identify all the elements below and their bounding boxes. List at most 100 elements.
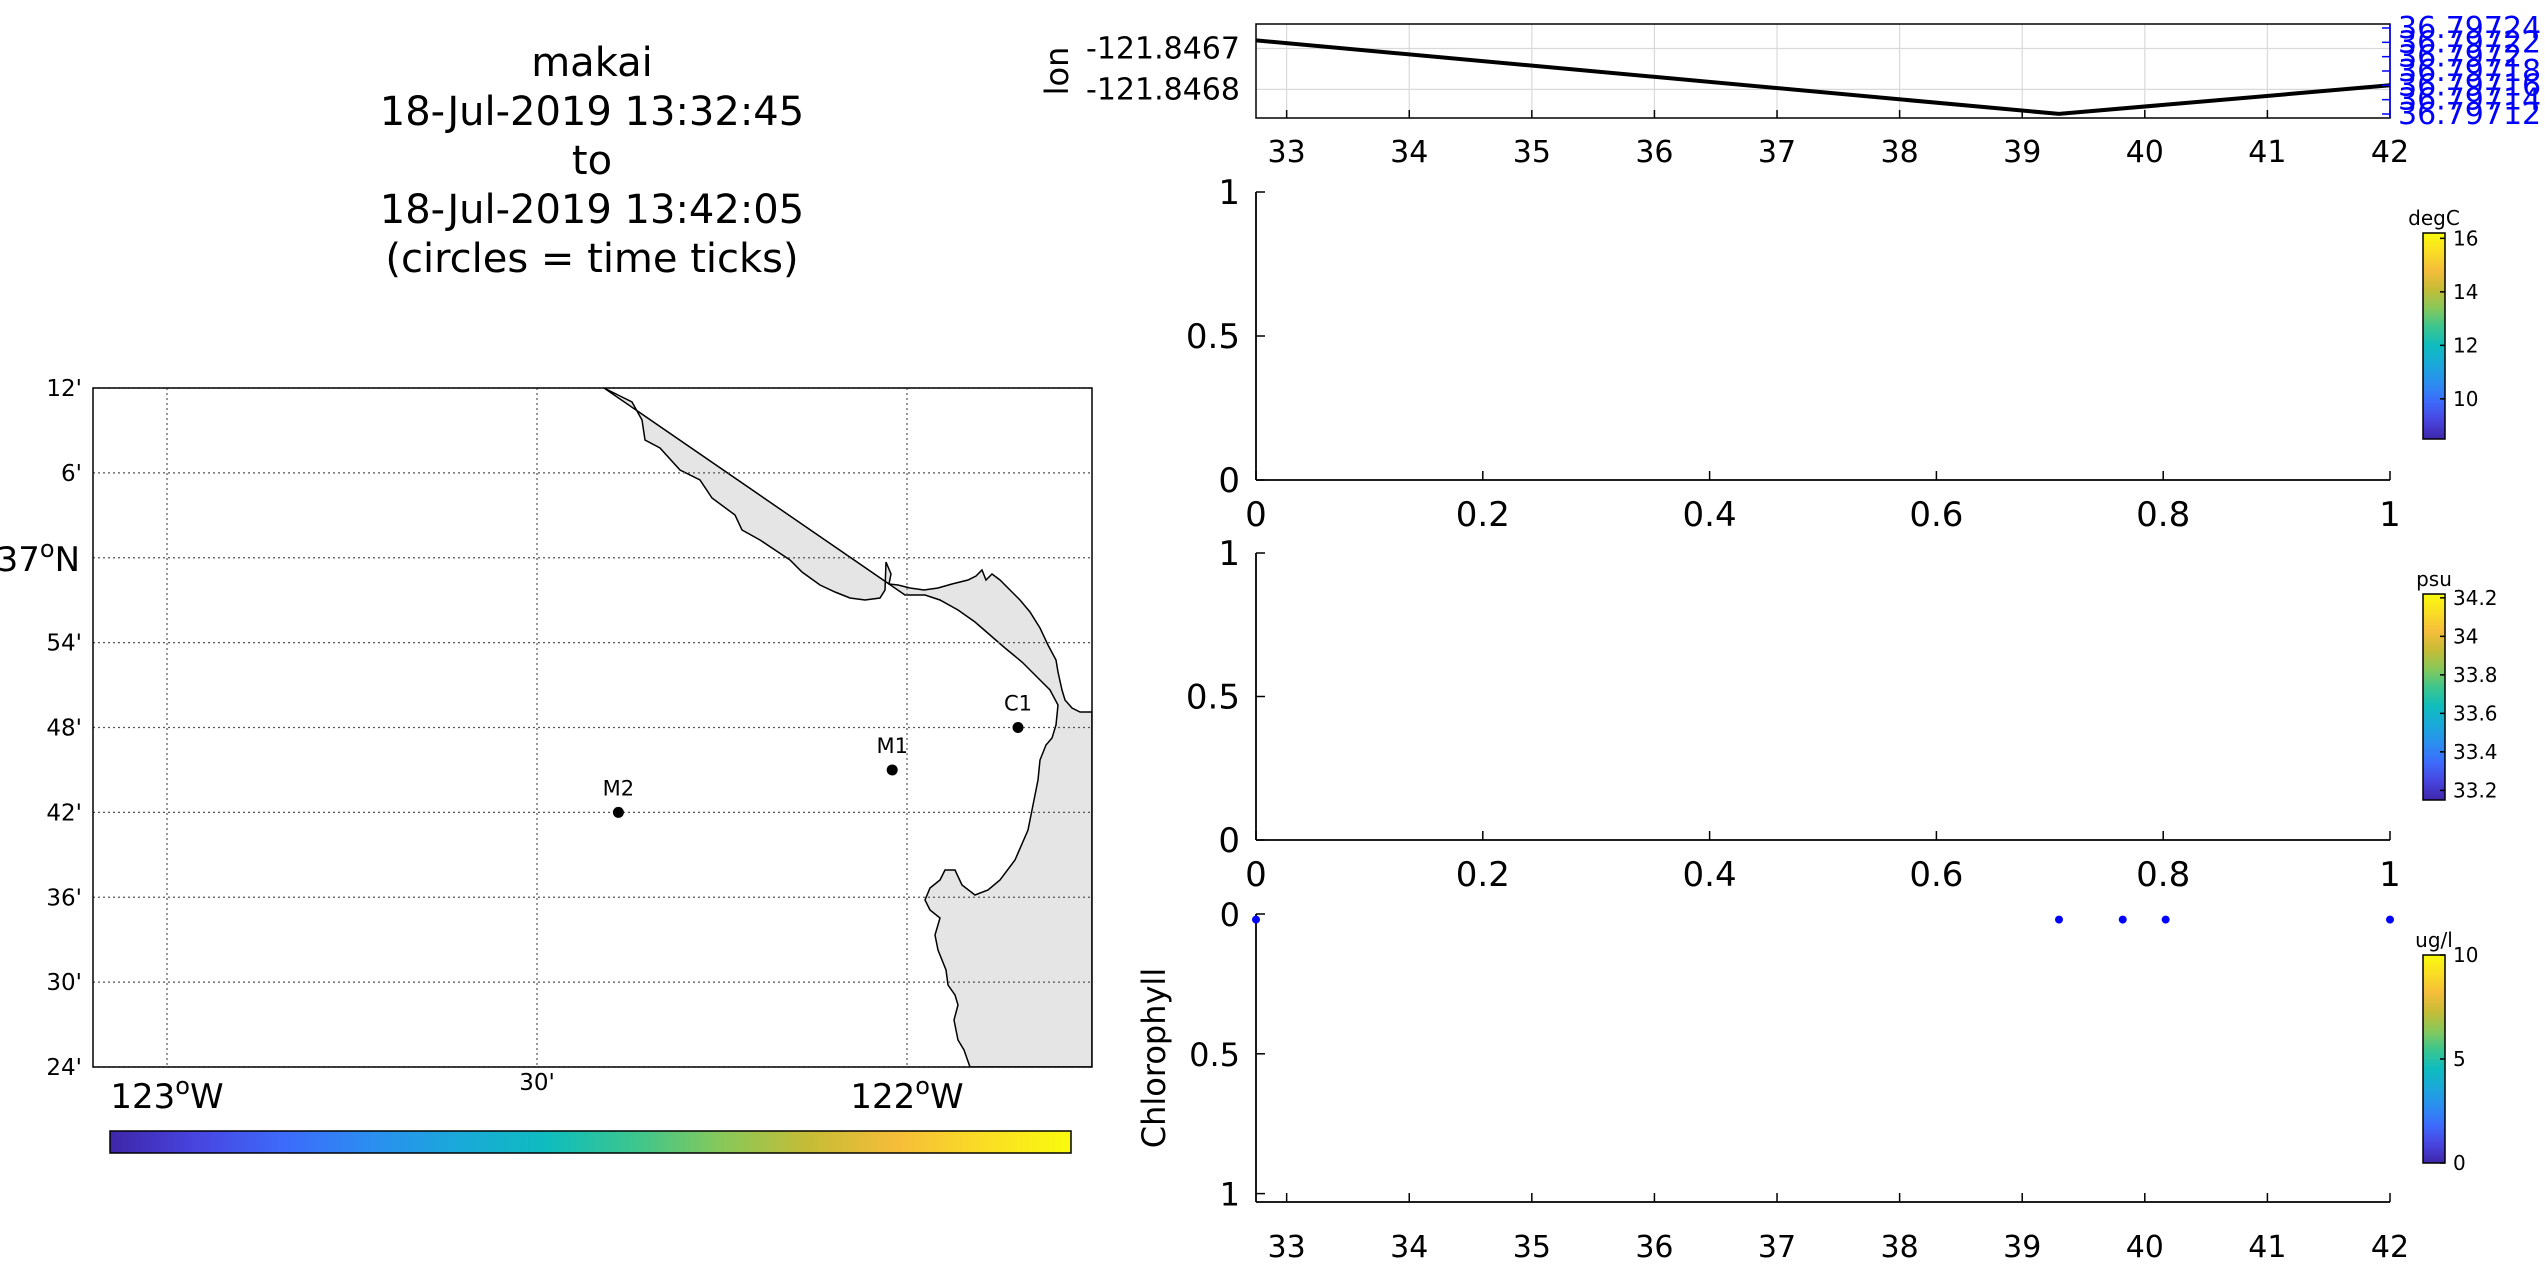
colorbar-tick-label: 12 — [2453, 333, 2478, 357]
lat-axis-tick-label: 36.79714 — [2398, 83, 2541, 118]
x-tick-label: 36 — [1635, 135, 1673, 170]
map-lat-tick-label: 54' — [46, 631, 82, 657]
x-tick-label: 40 — [2126, 1230, 2164, 1265]
map-title-line-5: (circles = time ticks) — [385, 236, 798, 282]
lat-axis-tick-label: 36.7972 — [2398, 40, 2522, 75]
chlorophyll-point — [2054, 915, 2063, 924]
lon-panel-frame — [1255, 23, 2391, 119]
map-title-line-1: makai — [531, 40, 653, 86]
y-tick-label: 0.5 — [1186, 678, 1240, 718]
x-tick-label: 37 — [1758, 135, 1796, 170]
map-lat-tick-label: 42' — [46, 800, 82, 826]
station-marker — [886, 764, 898, 776]
y-tick-label: 1 — [1218, 534, 1240, 574]
x-tick-label: 1 — [2379, 495, 2401, 535]
colorbar-tick-label: 33.2 — [2453, 778, 2498, 802]
colorbar-unit: degC — [2408, 206, 2460, 230]
map-lat-tick-label: 6' — [61, 461, 82, 487]
x-tick-label: 39 — [2003, 135, 2041, 170]
colorbar-unit: psu — [2416, 567, 2452, 591]
chlorophyll-panel: 33 34 35 36 37 38 39 40 41 42 0 0.5 1 Chlorophyll ug/l… — [1135, 896, 2478, 1265]
station-marker — [1012, 722, 1024, 733]
lat-axis-tick-label: 36.79716 — [2398, 68, 2541, 103]
x-tick-label: 0.4 — [1683, 855, 1737, 895]
map-lat-tick-label: 37oN — [0, 535, 80, 580]
x-tick-label: 42 — [2371, 135, 2409, 170]
x-tick-label: 40 — [2126, 135, 2164, 170]
map-frame — [92, 387, 1093, 1068]
map-ocean — [93, 388, 1092, 1067]
lon-axis-label: lon — [1038, 47, 1076, 96]
x-tick-label: 34 — [1390, 1230, 1428, 1265]
map-lat-tick-label: 30' — [46, 970, 82, 996]
x-tick-label: 41 — [2248, 1230, 2286, 1265]
y-tick-label: 0 — [1220, 896, 1240, 934]
station-label: C1 — [1004, 692, 1032, 716]
y-tick-label: 0.5 — [1189, 1036, 1240, 1074]
map-title-line-3: to — [572, 138, 612, 184]
colorbar-tick-label: 5 — [2453, 1047, 2466, 1071]
colorbar — [2422, 593, 2446, 801]
x-tick-label: 38 — [1881, 1230, 1919, 1265]
chlorophyll-point — [1252, 915, 1260, 924]
x-tick-label: 33 — [1268, 1230, 1306, 1265]
map-title: makai 18-Jul-2019 13:32:45 to 18-Jul-201… — [380, 40, 804, 282]
x-tick-label: 38 — [1881, 135, 1919, 170]
x-tick-label: 1 — [2379, 855, 2401, 895]
map-colorbar — [109, 1130, 1072, 1154]
map-lon-tick-label: 123oW — [110, 1072, 223, 1117]
colorbar-tick-label: 33.8 — [2453, 663, 2498, 687]
map-lat-ticks: 12' 6' 37oN 54' 48' 42' 36' 30' 24' — [0, 376, 82, 1081]
lat-axis-tick-label: 36.79712 — [2398, 97, 2541, 132]
station-marker — [612, 806, 624, 818]
lon-track-panel: 33 34 35 36 37 38 39 40 41 42 -121.8467 -121.8468 lo… — [1038, 11, 2541, 170]
x-tick-label: 0.6 — [1909, 495, 1963, 535]
chlorophyll-point — [2386, 915, 2394, 924]
y-tick-label: -121.8468 — [1086, 72, 1240, 107]
y-tick-label: 1 — [1220, 1176, 1240, 1214]
map-lon-tick-label: 30' — [519, 1070, 555, 1096]
x-tick-label: 36 — [1635, 1230, 1673, 1265]
x-tick-label: 0 — [1245, 855, 1267, 895]
x-tick-label: 0.4 — [1683, 495, 1737, 535]
salinity-panel: 0 0.2 0.4 0.6 0.8 1 0 0.5 1 psu 33.2 33.4 33.6 33.8 34… — [1186, 534, 2498, 895]
map-lat-tick-label: 12' — [46, 376, 82, 402]
y-tick-label: -121.8467 — [1086, 32, 1240, 67]
map-lat-tick-label: 36' — [46, 885, 82, 911]
map-lon-tick-label: 122oW — [850, 1072, 963, 1117]
x-tick-label: 34 — [1390, 135, 1428, 170]
chlorophyll-point — [2118, 915, 2127, 924]
colorbar-tick-label: 33.4 — [2453, 740, 2498, 764]
lat-axis-tick-label: 36.79718 — [2398, 54, 2541, 89]
x-tick-label: 33 — [1268, 135, 1306, 170]
lon-track-line — [1255, 38, 2391, 116]
colorbar — [2422, 232, 2446, 440]
lat-axis-tick-label: 36.79724 — [2398, 11, 2541, 46]
x-tick-label: 35 — [1513, 1230, 1551, 1265]
x-tick-label: 39 — [2003, 1230, 2041, 1265]
x-tick-label: 0.2 — [1456, 495, 1510, 535]
y-tick-label: 0 — [1218, 461, 1240, 501]
station-label: M2 — [603, 776, 634, 800]
x-tick-label: 42 — [2371, 1230, 2409, 1265]
x-tick-label: 35 — [1513, 135, 1551, 170]
colorbar-tick-label: 34 — [2453, 624, 2478, 648]
chlorophyll-axis-label: Chlorophyll — [1135, 968, 1173, 1148]
colorbar-tick-label: 16 — [2453, 226, 2478, 250]
y-tick-label: 0.5 — [1186, 317, 1240, 357]
colorbar-tick-label: 10 — [2453, 943, 2478, 967]
x-tick-label: 37 — [1758, 1230, 1796, 1265]
x-tick-label: 41 — [2248, 135, 2286, 170]
colorbar-unit: ug/l — [2415, 928, 2453, 952]
colorbar-tick-label: 0 — [2453, 1151, 2466, 1175]
map-title-line-4: 18-Jul-2019 13:42:05 — [380, 187, 804, 233]
map-lat-tick-label: 24' — [46, 1055, 82, 1081]
map-title-line-2: 18-Jul-2019 13:32:45 — [380, 89, 804, 135]
x-tick-label: 0.6 — [1909, 855, 1963, 895]
x-tick-label: 0.8 — [2136, 495, 2190, 535]
x-tick-label: 0 — [1245, 495, 1267, 535]
colorbar-tick-label: 10 — [2453, 387, 2478, 411]
colorbar-tick-label: 14 — [2453, 280, 2478, 304]
lat-axis-tick-label: 36.79722 — [2398, 25, 2541, 60]
